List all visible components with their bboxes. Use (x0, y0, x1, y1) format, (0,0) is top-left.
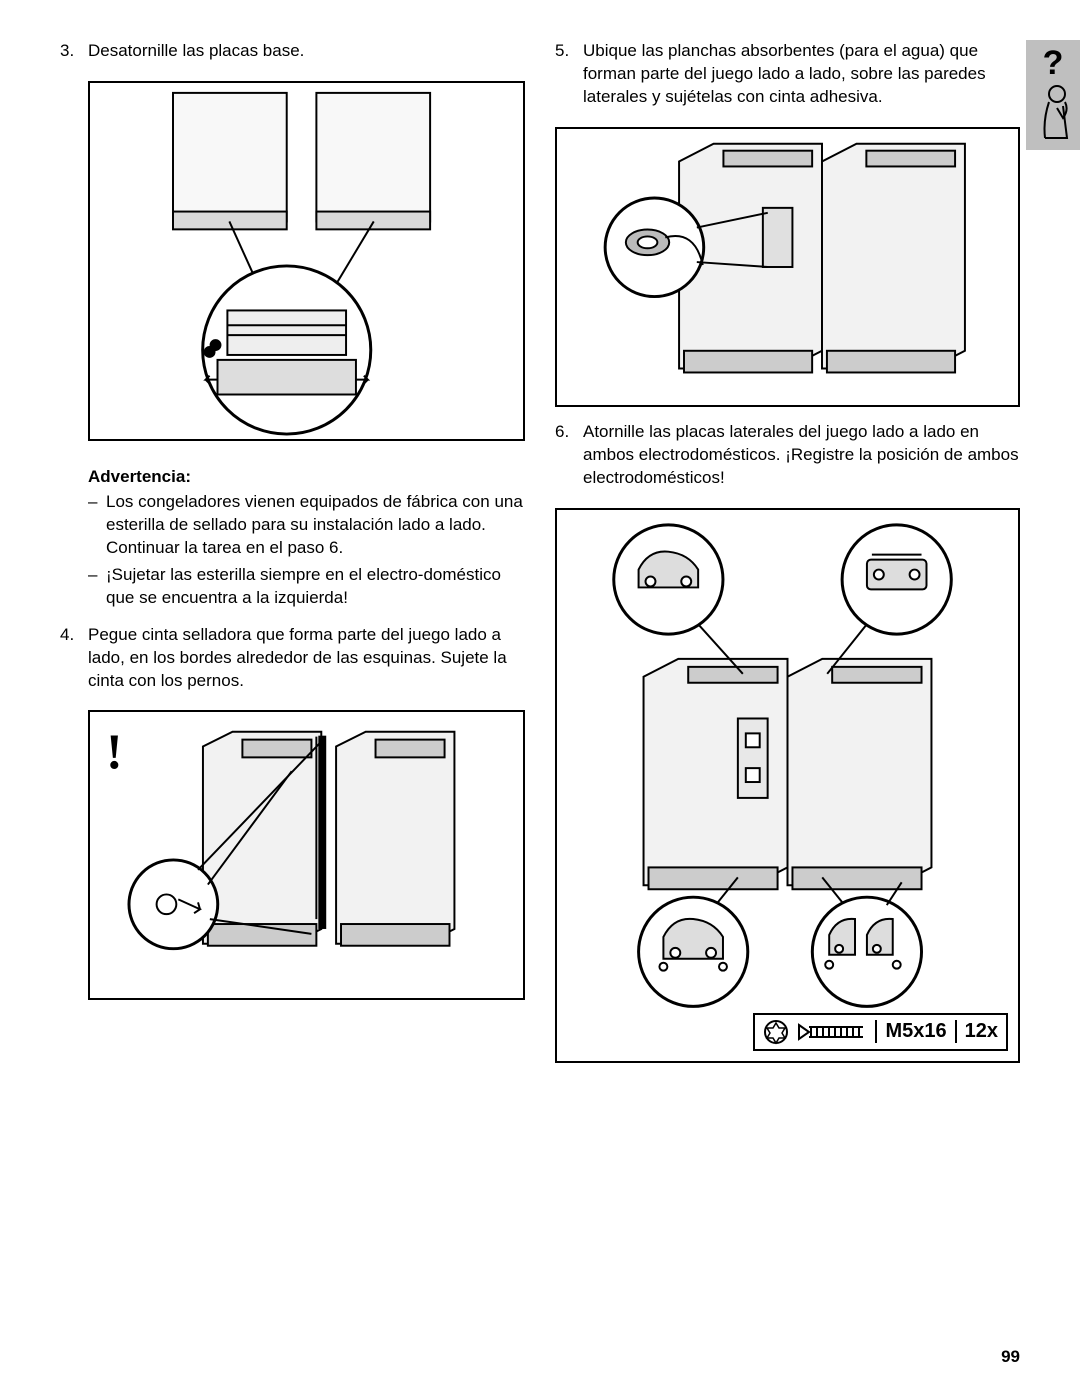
screw-size: M5x16 (875, 1020, 946, 1043)
step-number: 3. (60, 40, 88, 63)
figure-step3 (88, 81, 525, 441)
step-4: 4. Pegue cinta selladora que forma parte… (60, 624, 525, 693)
bullet-text: ¡Sujetar las esterilla siempre en el ele… (106, 564, 525, 610)
step-text: Ubique las planchas absorbentes (para el… (583, 40, 1020, 109)
help-icon: ? (1043, 46, 1064, 80)
page-number: 99 (1001, 1347, 1020, 1367)
left-column: 3. Desatornille las placas base. (60, 40, 525, 1367)
warning-title: Advertencia: (88, 467, 525, 487)
warning-bullet-2: – ¡Sujetar las esterilla siempre en el e… (60, 564, 525, 610)
screw-qty: 12x (955, 1020, 998, 1043)
torx-icon (763, 1019, 789, 1045)
step-text: Desatornille las placas base. (88, 40, 525, 63)
help-person-icon (1033, 80, 1073, 140)
step-3: 3. Desatornille las placas base. (60, 40, 525, 63)
figure-step6: M5x16 12x (555, 508, 1020, 1063)
screw-icon (797, 1021, 867, 1043)
exclamation-icon: ! (106, 722, 123, 780)
bullet-text: Los congeladores vienen equipados de fáb… (106, 491, 525, 560)
step-text: Pegue cinta selladora que forma parte de… (88, 624, 525, 693)
right-column: 5. Ubique las planchas absorbentes (para… (555, 40, 1020, 1367)
help-tab: ? (1026, 40, 1080, 150)
figure-step4: ! (88, 710, 525, 1000)
figure-step5 (555, 127, 1020, 407)
step-number: 4. (60, 624, 88, 693)
screw-spec-box: M5x16 12x (753, 1013, 1008, 1051)
step-text: Atornille las placas laterales del juego… (583, 421, 1020, 490)
step-6: 6. Atornille las placas laterales del ju… (555, 421, 1020, 490)
warning-bullet-1: – Los congeladores vienen equipados de f… (60, 491, 525, 560)
step-number: 5. (555, 40, 583, 109)
step-number: 6. (555, 421, 583, 490)
step-5: 5. Ubique las planchas absorbentes (para… (555, 40, 1020, 109)
bullet-dash: – (88, 491, 106, 560)
bullet-dash: – (88, 564, 106, 610)
